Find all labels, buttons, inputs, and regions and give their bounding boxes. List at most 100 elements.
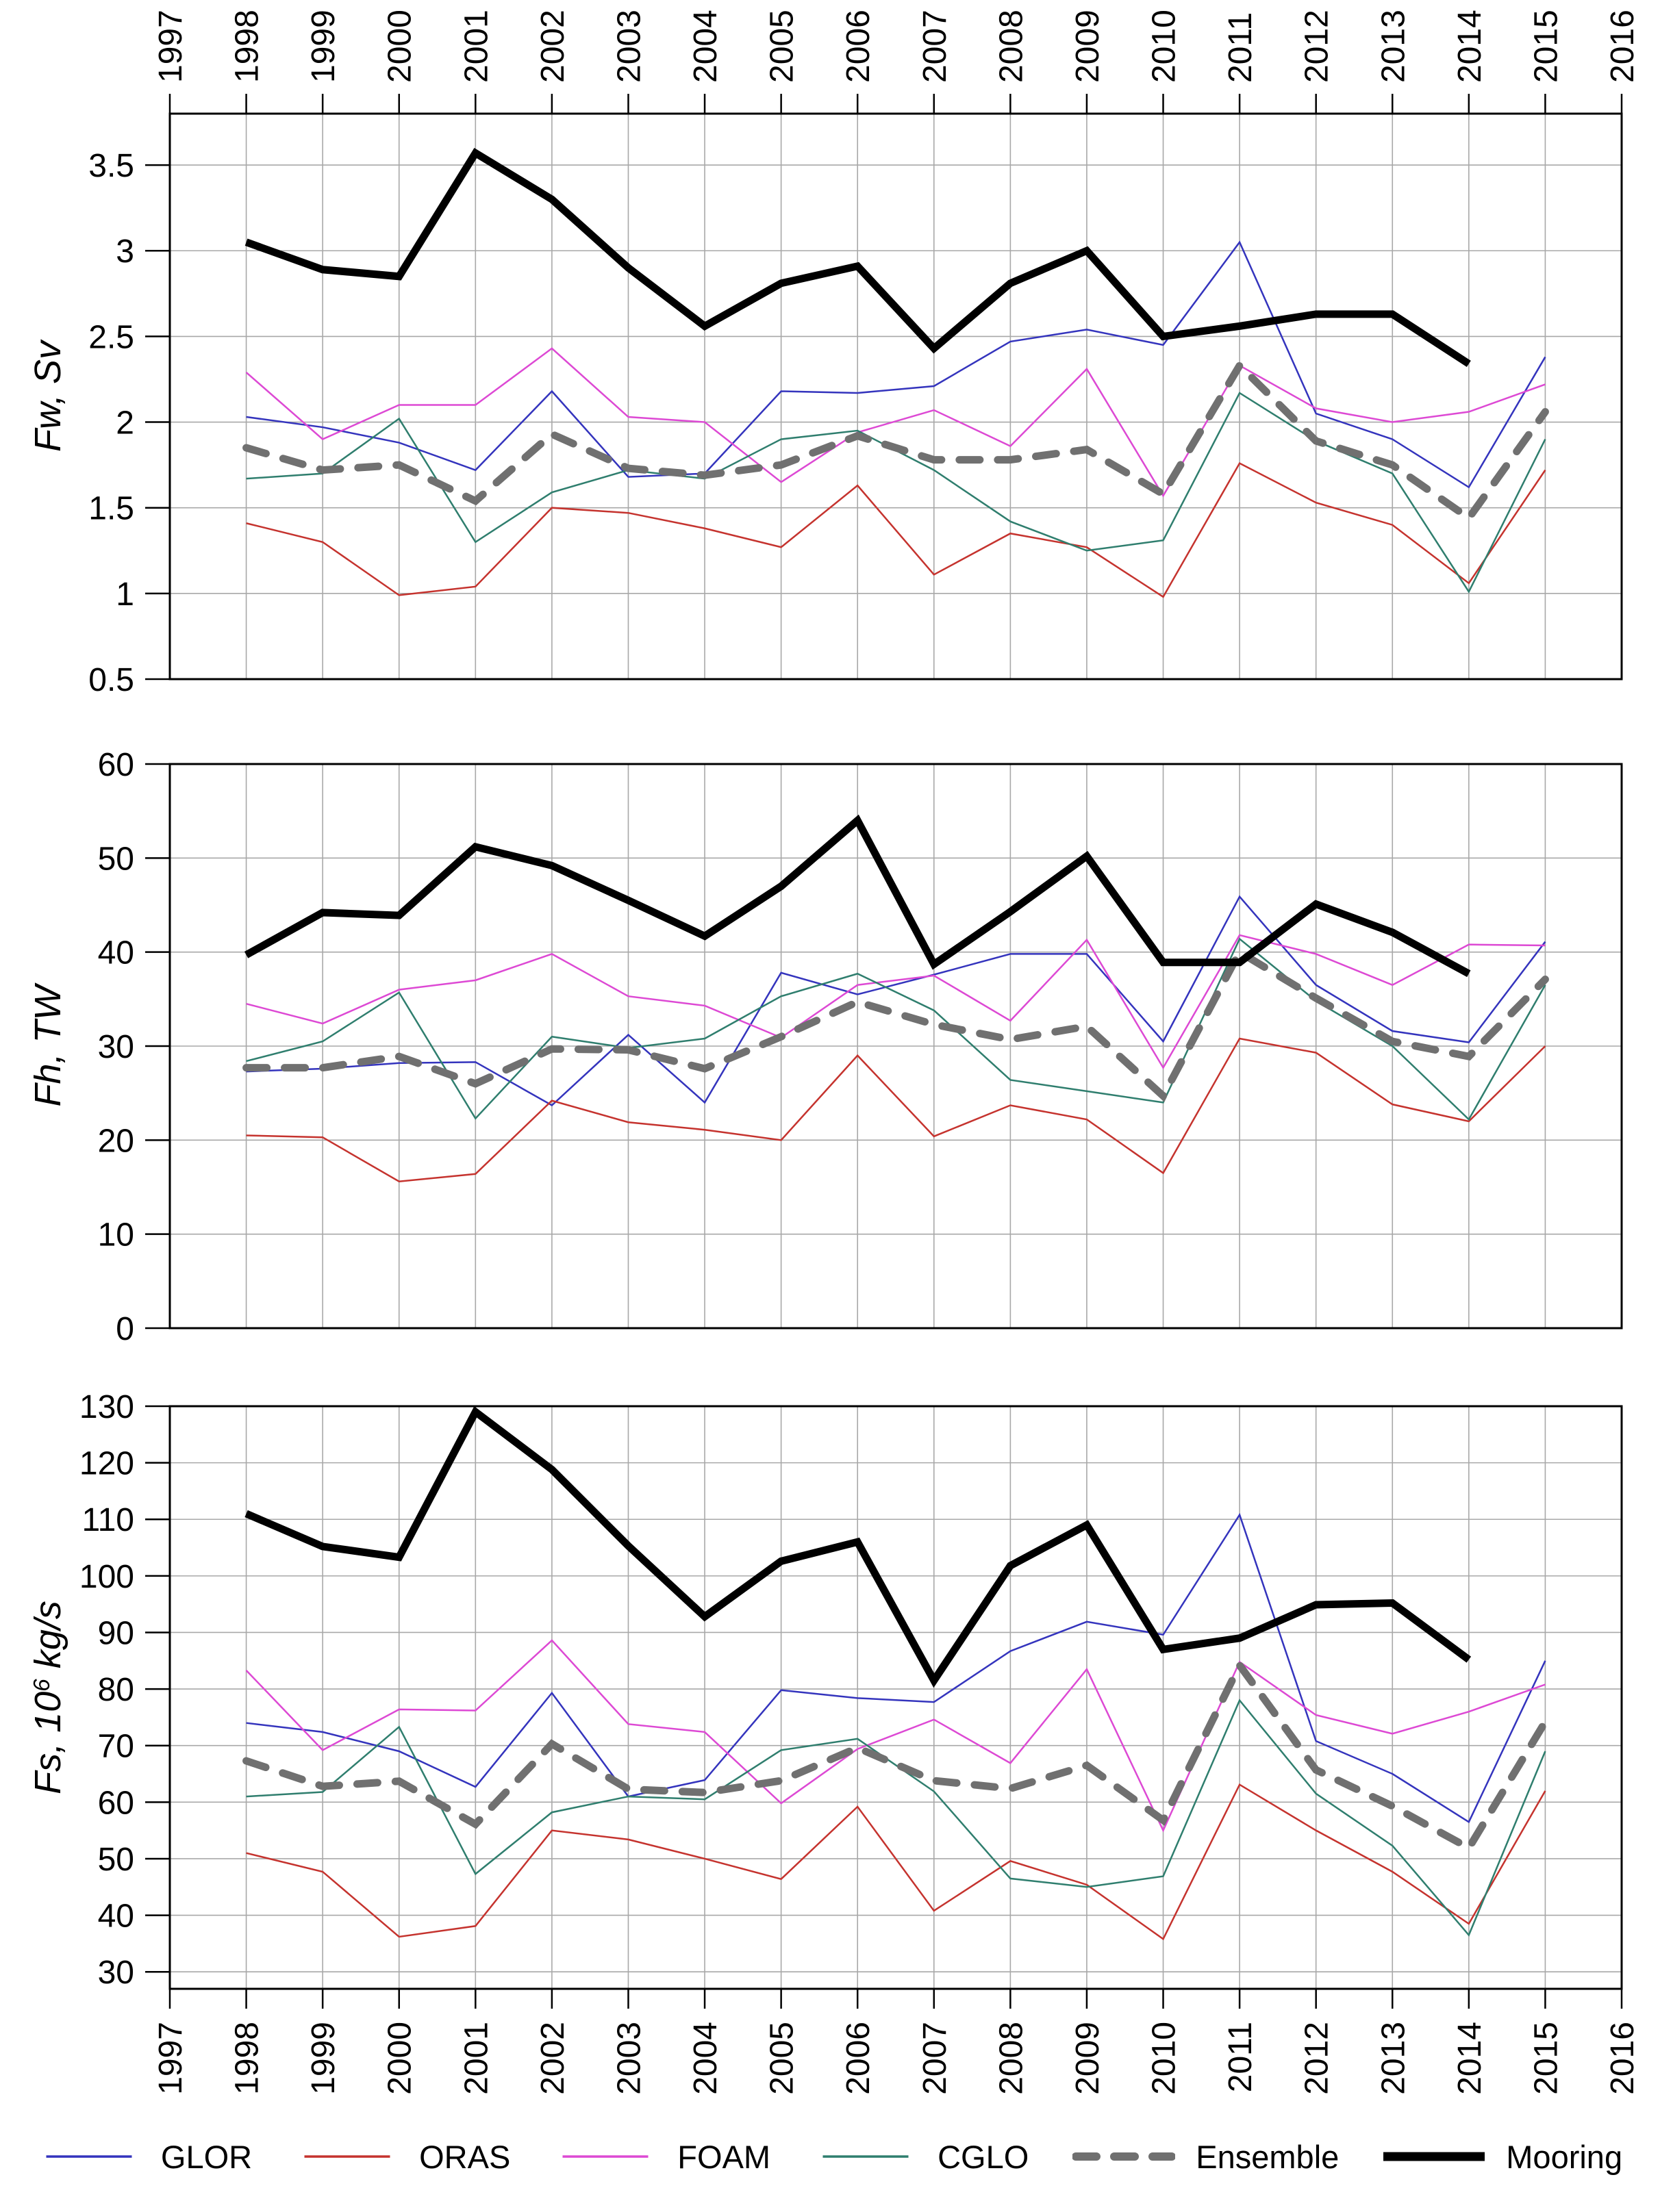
legend-label-cglo: CGLO — [938, 2138, 1029, 2175]
y-tick-label: 80 — [98, 1672, 134, 1708]
y-tick-label: 0.5 — [88, 662, 134, 698]
series-line-mooring — [244, 1406, 1472, 1688]
y-axis-title: Fs, 106 kg/s — [27, 1601, 68, 1794]
x-tick-label: 2004 — [688, 2022, 724, 2095]
x-tick-label: 1998 — [229, 10, 266, 83]
y-tick-label: 40 — [98, 1898, 134, 1935]
x-tick-label: 2001 — [458, 2022, 494, 2095]
y-tick-label: 130 — [79, 1389, 134, 1425]
x-tick-label: 2011 — [1222, 12, 1259, 83]
fs-salt-flux-chart: 30 40 50 60 70 80 90 100 110 120 130 1997 1998 1999 20… — [27, 1389, 1641, 2095]
y-tick-label: 50 — [98, 841, 134, 877]
x-tick-label: 2010 — [1146, 2022, 1183, 2095]
y-tick-label: 110 — [81, 1502, 134, 1538]
x-tick-label: 2005 — [764, 2022, 801, 2095]
x-tick-label: 2014 — [1452, 10, 1488, 83]
x-tick-label: 2010 — [1146, 10, 1183, 83]
fw-water-flux-chart: 0.5 1 1.5 2 2.5 3 3.5 1997 1998 1999 2000 2001 2002 2… — [27, 10, 1641, 698]
y-tick-label: 30 — [98, 1955, 134, 1991]
y-tick-label: 10 — [98, 1217, 134, 1254]
y-tick-labels: 0.5 1 1.5 2 2.5 3 3.5 — [88, 148, 134, 698]
x-tick-label: 2000 — [382, 2022, 418, 2095]
y-tick-label: 120 — [79, 1446, 134, 1482]
legend-item-oras: ORAS — [296, 2138, 510, 2176]
x-tick-label: 2012 — [1299, 10, 1335, 83]
x-tick-label: 2008 — [993, 10, 1029, 83]
x-tick-label: 2015 — [1528, 10, 1564, 83]
legend-label-ensemble: Ensemble — [1196, 2138, 1340, 2175]
x-tick-label: 2003 — [611, 10, 647, 83]
gridlines — [170, 763, 1622, 1329]
legend-label-oras: ORAS — [419, 2138, 511, 2175]
x-tick-label: 2013 — [1375, 10, 1411, 83]
legend-swatch-mooring — [1383, 2152, 1485, 2161]
axis-ticks — [145, 763, 170, 1330]
y-tick-label: 30 — [98, 1029, 134, 1065]
x-tick-labels: 1997 1998 1999 2000 2001 2002 2003 2004 2005 2006… — [153, 2022, 1641, 2095]
x-tick-label: 2016 — [1605, 2022, 1641, 2095]
x-tick-label: 2013 — [1375, 2022, 1411, 2095]
y-tick-label: 90 — [98, 1615, 134, 1651]
y-tick-label: 1.5 — [88, 491, 134, 527]
y-tick-label: 20 — [98, 1123, 134, 1159]
legend-label-foam: FOAM — [677, 2138, 771, 2175]
y-tick-label: 60 — [98, 1785, 134, 1821]
legend-item-cglo: CGLO — [814, 2138, 1029, 2176]
legend-label-glor: GLOR — [160, 2138, 253, 2175]
series-line-foam — [245, 1639, 1546, 1833]
plot-frame — [168, 1405, 1623, 1990]
legend-item-foam: FOAM — [554, 2138, 770, 2176]
series-lines — [242, 148, 1549, 598]
x-tick-label: 2002 — [535, 10, 571, 83]
x-tick-labels: 1997 1998 1999 2000 2001 2002 2003 2004 2005 2006… — [153, 10, 1641, 83]
legend-swatch-ensemble — [1072, 2152, 1176, 2161]
legend: GLOR ORAS FOAM CGLO Ensemble Mooring — [0, 2115, 1660, 2198]
x-tick-label: 1999 — [305, 2022, 342, 2095]
x-tick-label: 2000 — [382, 10, 418, 83]
y-tick-label: 2.5 — [88, 319, 134, 355]
series-line-foam — [245, 347, 1546, 498]
axis-ticks — [145, 94, 1623, 681]
legend-swatch-foam — [562, 2155, 649, 2158]
x-tick-label: 1998 — [229, 2022, 266, 2095]
plot-frame — [168, 112, 1623, 681]
series-line-mooring — [244, 814, 1471, 978]
series-line-cglo — [246, 937, 1546, 1121]
legend-item-mooring: Mooring — [1383, 2138, 1622, 2176]
series-line-glor — [246, 1512, 1546, 1824]
x-tick-label: 1997 — [153, 10, 189, 83]
series-line-glor — [246, 895, 1546, 1107]
series-lines — [242, 1406, 1549, 1941]
x-tick-label: 2005 — [764, 10, 801, 83]
series-line-cglo — [246, 392, 1546, 594]
x-tick-label: 2001 — [458, 10, 494, 83]
series-line-oras — [246, 1783, 1546, 1941]
x-tick-label: 2009 — [1070, 10, 1106, 83]
x-tick-label: 2002 — [535, 2022, 571, 2095]
y-tick-label: 100 — [79, 1559, 134, 1595]
y-tick-label: 60 — [98, 747, 134, 783]
legend-label-mooring: Mooring — [1506, 2138, 1623, 2175]
y-axis-title: Fw, Sv — [27, 339, 68, 452]
series-line-mooring — [244, 148, 1471, 368]
series-line-oras — [246, 461, 1546, 598]
series-line-glor — [246, 240, 1546, 489]
legend-swatch-glor — [46, 2155, 132, 2158]
x-tick-label: 2016 — [1605, 10, 1641, 83]
y-tick-label: 3 — [116, 233, 134, 270]
series-line-foam — [246, 934, 1546, 1070]
axis-ticks — [145, 1405, 1623, 2009]
x-tick-label: 2003 — [611, 2022, 647, 2095]
y-tick-label: 0 — [116, 1311, 134, 1347]
y-tick-labels: 30 40 50 60 70 80 90 100 110 120 130 — [79, 1389, 134, 1991]
series-line-cglo — [246, 1699, 1546, 1937]
gridlines — [170, 114, 1622, 680]
y-tick-label: 3.5 — [88, 148, 134, 184]
y-axis-title: Fh, TW — [27, 982, 68, 1106]
x-tick-label: 2004 — [688, 10, 724, 83]
legend-item-ensemble: Ensemble — [1072, 2138, 1339, 2176]
x-tick-label: 2007 — [917, 10, 953, 83]
legend-swatch-cglo — [822, 2155, 909, 2158]
y-tick-label: 70 — [98, 1729, 134, 1765]
